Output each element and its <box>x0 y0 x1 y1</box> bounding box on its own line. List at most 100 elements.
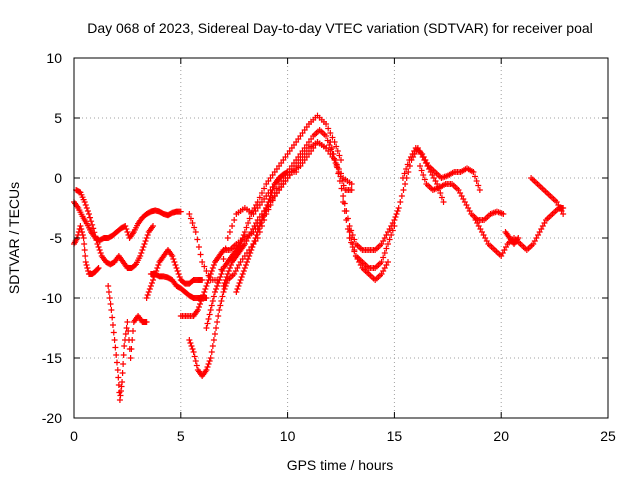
data-point <box>90 225 97 232</box>
data-point <box>119 370 126 376</box>
data-point <box>203 367 210 373</box>
data-point <box>395 205 402 211</box>
data-point <box>213 286 220 292</box>
data-point <box>388 232 395 238</box>
series-track-20 <box>528 175 567 217</box>
data-point <box>240 268 247 274</box>
data-point <box>384 259 391 265</box>
data-point <box>186 211 193 217</box>
data-point <box>189 220 196 226</box>
data-point <box>95 265 102 271</box>
data-point <box>95 244 102 250</box>
data-point <box>115 374 122 381</box>
data-point <box>330 151 337 157</box>
data-point <box>332 157 339 163</box>
data-point <box>349 241 356 247</box>
data-point <box>245 256 252 262</box>
data-point <box>440 199 447 205</box>
data-point <box>77 223 84 229</box>
data-point <box>251 238 258 244</box>
data-point <box>260 214 267 220</box>
data-point <box>323 145 330 151</box>
data-point <box>250 241 257 247</box>
data-point <box>107 301 114 307</box>
data-point <box>340 193 347 199</box>
data-point <box>473 178 480 184</box>
data-point <box>400 187 407 193</box>
series-track-15 <box>346 229 391 283</box>
data-point <box>120 352 127 358</box>
series-track-9 <box>203 112 344 331</box>
data-point <box>83 205 90 211</box>
data-point <box>94 241 101 247</box>
data-point <box>346 229 353 235</box>
data-point <box>186 337 193 343</box>
data-point <box>380 254 387 261</box>
data-point <box>254 229 261 235</box>
data-point <box>84 208 91 214</box>
data-point <box>89 221 96 228</box>
data-point <box>194 307 201 313</box>
data-point <box>227 262 234 268</box>
data-point <box>420 172 427 178</box>
data-point <box>208 349 215 355</box>
data-point <box>114 367 121 373</box>
data-point <box>222 277 229 283</box>
data-point <box>199 295 206 301</box>
data-point <box>130 328 137 334</box>
data-point <box>333 143 340 150</box>
data-point <box>264 202 271 208</box>
data-point <box>351 236 358 243</box>
data-point <box>109 314 116 321</box>
data-point <box>174 268 181 274</box>
data-point <box>81 241 88 247</box>
series-track-3 <box>71 223 102 277</box>
data-point <box>121 343 128 349</box>
data-point <box>384 241 391 247</box>
data-point <box>220 289 227 295</box>
data-point <box>417 163 424 169</box>
data-point <box>203 283 210 289</box>
data-point <box>404 161 411 168</box>
data-point <box>220 256 227 262</box>
y-tick-label: 5 <box>54 110 62 126</box>
data-point <box>188 343 195 349</box>
data-point <box>239 235 246 241</box>
data-point <box>229 223 236 229</box>
y-tick-label: -10 <box>42 290 62 306</box>
data-point <box>401 170 408 177</box>
data-point <box>194 236 201 243</box>
y-tick-label: -15 <box>42 350 62 366</box>
data-point <box>475 182 482 189</box>
data-point <box>169 253 176 259</box>
data-point <box>96 247 103 253</box>
data-point <box>437 190 444 196</box>
data-point <box>402 181 409 187</box>
data-point <box>112 344 119 351</box>
data-point <box>129 337 136 343</box>
data-point <box>394 208 401 214</box>
data-point <box>231 217 238 223</box>
data-point <box>214 283 221 289</box>
data-point <box>197 251 204 258</box>
data-point <box>476 187 483 193</box>
series-track-1 <box>71 199 184 244</box>
x-tick-label: 15 <box>387 428 403 444</box>
data-point <box>338 185 345 192</box>
series-track-19 <box>502 229 522 247</box>
series-track-6 <box>147 271 210 301</box>
x-tick-label: 0 <box>70 428 78 444</box>
data-point <box>218 266 225 273</box>
data-point <box>333 163 340 169</box>
data-point <box>124 319 131 325</box>
data-point <box>203 268 210 274</box>
data-point <box>221 286 228 292</box>
data-point <box>173 265 180 271</box>
data-point <box>138 250 145 256</box>
data-point <box>226 229 233 235</box>
data-point <box>199 259 206 265</box>
data-point <box>246 215 253 222</box>
data-point <box>187 215 194 222</box>
data-point <box>329 134 336 141</box>
y-axis-label: SDTVAR / TECUs <box>6 182 22 294</box>
